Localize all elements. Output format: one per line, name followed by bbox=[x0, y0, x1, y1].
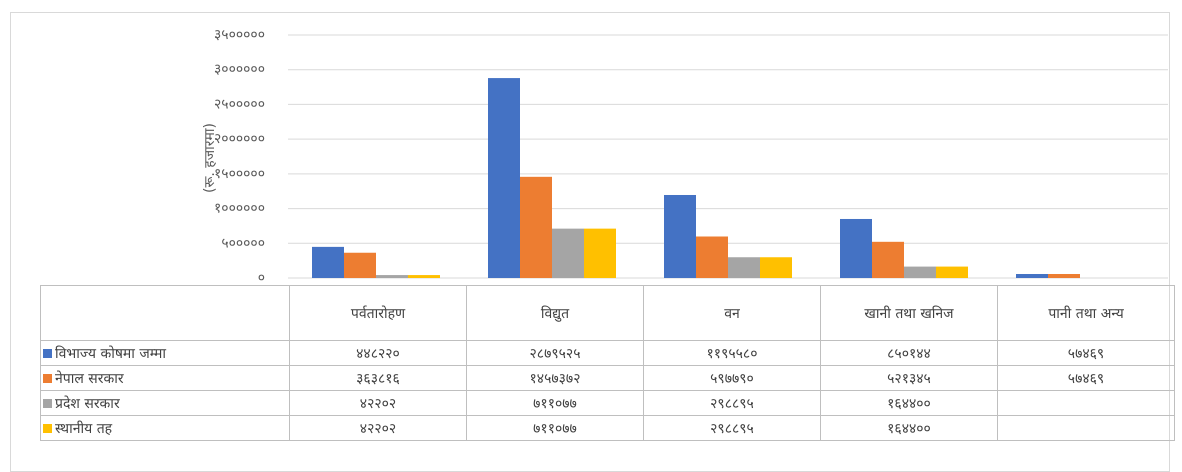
y-tick-label: २५००००० bbox=[214, 96, 265, 112]
legend-swatch bbox=[43, 373, 52, 383]
category-label: वन bbox=[643, 285, 821, 341]
series-row: विभाज्य कोषमा जम्मा ४४८२२० २८७९५२५ ११९५५८० ८… bbox=[40, 340, 1175, 366]
bar bbox=[1048, 274, 1080, 278]
value-cell: १६४४०० bbox=[820, 415, 998, 441]
value-cell: ११९५५८० bbox=[643, 340, 821, 366]
bar bbox=[376, 275, 408, 278]
value-cell: २९८८९५ bbox=[643, 415, 821, 441]
legend-swatch bbox=[43, 423, 52, 433]
empty-cell bbox=[997, 390, 1175, 416]
legend-cell: स्थानीय तह bbox=[40, 415, 290, 441]
bar bbox=[840, 218, 872, 278]
legend-cell: प्रदेश सरकार bbox=[40, 390, 290, 416]
series-row: प्रदेश सरकार ४२२०२ ७११०७७ २९८८९५ १६४४०० bbox=[40, 390, 1175, 416]
value-cell: ५७४६९ bbox=[997, 340, 1175, 366]
value-cell: ८५०१४४ bbox=[820, 340, 998, 366]
data-table: पर्वतारोहण विद्युत वन खानी तथा खनिज पानी तथा… bbox=[40, 285, 1175, 441]
bar bbox=[312, 246, 344, 278]
value-cell: ३६३८१६ bbox=[289, 365, 467, 391]
bar bbox=[1016, 274, 1048, 278]
y-tick-label: १०००००० bbox=[214, 201, 265, 217]
bar bbox=[552, 228, 584, 278]
value-cell: २९८८९५ bbox=[643, 390, 821, 416]
category-label: पर्वतारोहण bbox=[289, 285, 467, 341]
series-row: स्थानीय तह ४२२०२ ७११०७७ २९८८९५ १६४४०० bbox=[40, 415, 1175, 441]
bar bbox=[904, 266, 936, 278]
bar bbox=[696, 236, 728, 278]
y-tick-label: ० bbox=[258, 270, 265, 285]
value-cell: ४२२०२ bbox=[289, 390, 467, 416]
legend-swatch bbox=[43, 348, 52, 358]
y-axis-label: (रू. हजारमा) bbox=[202, 123, 218, 193]
value-cell: ४४८२२० bbox=[289, 340, 467, 366]
bar bbox=[584, 228, 616, 278]
page: (रू. हजारमा) ० ५००००० १०००००० १५००००० २०००००… bbox=[10, 12, 1175, 472]
category-label: खानी तथा खनिज bbox=[820, 285, 998, 341]
legend-swatch bbox=[43, 398, 52, 408]
series-row: नेपाल सरकार ३६३८१६ १४५७३७२ ५९७७९० ५२१३४५ ५७४६… bbox=[40, 365, 1175, 391]
value-cell: १६४४०० bbox=[820, 390, 998, 416]
legend-cell: नेपाल सरकार bbox=[40, 365, 290, 391]
legend-label: नेपाल सरकार bbox=[55, 370, 124, 387]
bar bbox=[728, 257, 760, 278]
legend-cell: विभाज्य कोषमा जम्मा bbox=[40, 340, 290, 366]
y-tick-label: ५००००० bbox=[221, 235, 265, 251]
y-tick-label: १५००००० bbox=[214, 166, 265, 182]
bar bbox=[520, 176, 552, 278]
bar bbox=[344, 252, 376, 278]
value-cell: ७११०७७ bbox=[466, 415, 644, 441]
y-tick-label: ३०००००० bbox=[214, 62, 265, 78]
category-label: विद्युत bbox=[466, 285, 644, 341]
value-cell: १४५७३७२ bbox=[466, 365, 644, 391]
bar bbox=[760, 257, 792, 278]
value-cell: ७११०७७ bbox=[466, 390, 644, 416]
value-cell: ४२२०२ bbox=[289, 415, 467, 441]
value-cell: ५२१३४५ bbox=[820, 365, 998, 391]
category-label: पानी तथा अन्य bbox=[997, 285, 1175, 341]
bar bbox=[488, 78, 520, 278]
empty-cell bbox=[997, 415, 1175, 441]
value-cell: ५९७७९० bbox=[643, 365, 821, 391]
chart: (रू. हजारमा) ० ५००००० १०००००० १५००००० २०००००… bbox=[202, 27, 1168, 285]
legend-label: विभाज्य कोषमा जम्मा bbox=[55, 345, 166, 362]
bar bbox=[664, 194, 696, 278]
corner-cell bbox=[40, 285, 290, 341]
y-tick-label: २०००००० bbox=[214, 131, 265, 147]
bar bbox=[936, 266, 968, 278]
value-cell: ५७४६९ bbox=[997, 365, 1175, 391]
legend-label: स्थानीय तह bbox=[55, 420, 113, 437]
bar bbox=[408, 275, 440, 278]
y-tick-label: ३५००००० bbox=[214, 27, 265, 43]
value-cell: २८७९५२५ bbox=[466, 340, 644, 366]
legend-label: प्रदेश सरकार bbox=[55, 395, 120, 412]
bar bbox=[872, 241, 904, 278]
header-row: पर्वतारोहण विद्युत वन खानी तथा खनिज पानी तथा… bbox=[40, 285, 1175, 341]
